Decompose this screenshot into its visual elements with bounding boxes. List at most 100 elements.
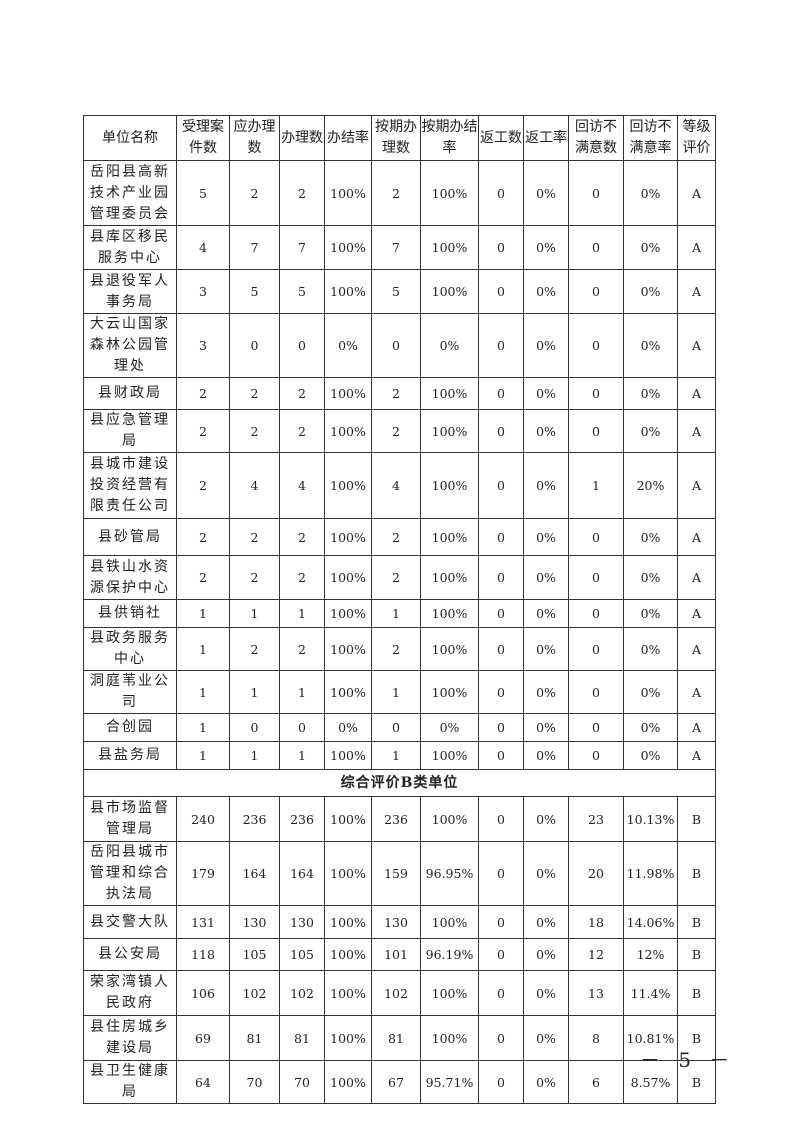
data-cell: 7	[279, 225, 325, 270]
table-row: 县盐务局 1 1 1 100% 1 100% 0 0% 0 0% A	[83, 741, 716, 770]
data-cell: 0%	[523, 1060, 569, 1104]
data-cell: 100%	[324, 841, 372, 906]
column-header: 按期办理数	[371, 115, 421, 161]
data-cell: 100%	[324, 160, 372, 226]
data-cell: 0	[478, 452, 524, 519]
data-cell: 81	[371, 1015, 421, 1061]
data-cell: 0%	[623, 160, 678, 226]
data-cell: 12%	[623, 938, 678, 971]
data-cell: 0	[478, 713, 524, 742]
table-row: 县交警大队 131 130 130 100% 130 100% 0 0% 18 14.06% B	[83, 905, 716, 939]
data-cell: 81	[229, 1015, 280, 1061]
data-cell: 0%	[623, 269, 678, 314]
data-cell: 102	[279, 970, 325, 1016]
data-cell: 18	[568, 905, 624, 939]
data-cell: 0	[478, 1060, 524, 1104]
table-row: 合创园 1 0 0 0% 0 0% 0 0% 0 0% A	[83, 713, 716, 742]
data-cell: 4	[279, 452, 325, 519]
data-cell: 0%	[623, 741, 678, 770]
data-cell: B	[677, 1015, 716, 1061]
unit-name-cell: 岳阳县城市管理和综合执法局	[83, 841, 177, 906]
data-cell: 106	[176, 970, 230, 1016]
data-cell: 0%	[623, 599, 678, 628]
data-cell: 2	[371, 377, 421, 410]
column-header: 办理数	[279, 115, 325, 161]
data-cell: 100%	[420, 670, 479, 714]
data-cell: 100%	[420, 741, 479, 770]
data-cell: A	[677, 555, 716, 600]
data-cell: 0	[229, 313, 280, 378]
data-cell: 20%	[623, 452, 678, 519]
data-cell: 100%	[420, 599, 479, 628]
data-cell: 0	[568, 599, 624, 628]
data-cell: 5	[371, 269, 421, 314]
data-cell: 2	[176, 452, 230, 519]
unit-name-cell: 县库区移民服务中心	[83, 225, 177, 270]
data-cell: 100%	[324, 452, 372, 519]
unit-name-cell: 县住房城乡建设局	[83, 1015, 177, 1061]
data-cell: 118	[176, 938, 230, 971]
data-cell: 2	[229, 627, 280, 671]
data-cell: 131	[176, 905, 230, 939]
table-row: 岳阳县城市管理和综合执法局 179 164 164 100% 159 96.95% 0 0% 20…	[83, 841, 716, 906]
data-cell: 100%	[324, 905, 372, 939]
data-cell: 4	[176, 225, 230, 270]
data-cell: 14.06%	[623, 905, 678, 939]
table-row: 县库区移民服务中心 4 7 7 100% 7 100% 0 0% 0 0% A	[83, 225, 716, 270]
data-cell: 100%	[420, 627, 479, 671]
table-row: 县财政局 2 2 2 100% 2 100% 0 0% 0 0% A	[83, 377, 716, 410]
data-cell: 1	[279, 599, 325, 628]
data-cell: 0%	[523, 627, 569, 671]
data-cell: 1	[568, 452, 624, 519]
data-cell: 10.13%	[623, 796, 678, 842]
data-cell: 0%	[523, 741, 569, 770]
data-cell: 67	[371, 1060, 421, 1104]
data-cell: 0	[229, 713, 280, 742]
data-cell: 164	[229, 841, 280, 906]
data-cell: 102	[229, 970, 280, 1016]
data-cell: 0	[568, 670, 624, 714]
data-cell: 0%	[623, 518, 678, 556]
table-row: 县公安局 118 105 105 100% 101 96.19% 0 0% 12 12% B	[83, 938, 716, 971]
unit-name-cell: 县铁山水资源保护中心	[83, 555, 177, 600]
data-cell: 236	[279, 796, 325, 842]
data-cell: 0	[568, 377, 624, 410]
data-cell: A	[677, 225, 716, 270]
data-cell: A	[677, 741, 716, 770]
data-cell: 0	[568, 518, 624, 556]
data-cell: A	[677, 518, 716, 556]
data-cell: 1	[229, 741, 280, 770]
data-cell: 100%	[420, 409, 479, 453]
data-cell: B	[677, 796, 716, 842]
data-cell: 6	[568, 1060, 624, 1104]
data-cell: 0%	[523, 313, 569, 378]
data-cell: 81	[279, 1015, 325, 1061]
data-cell: 100%	[420, 796, 479, 842]
data-cell: 3	[176, 269, 230, 314]
data-cell: 2	[279, 555, 325, 600]
data-cell: 5	[176, 160, 230, 226]
table-row: 岳阳县高新技术产业园管理委员会 5 2 2 100% 2 100% 0 0% 0 0% A	[83, 160, 716, 226]
data-cell: B	[677, 841, 716, 906]
data-cell: 0%	[623, 670, 678, 714]
data-cell: 0	[478, 1015, 524, 1061]
unit-name-cell: 荣家湾镇人民政府	[83, 970, 177, 1016]
data-cell: 7	[371, 225, 421, 270]
data-cell: 100%	[420, 269, 479, 314]
data-cell: A	[677, 599, 716, 628]
data-cell: 1	[176, 713, 230, 742]
data-cell: A	[677, 452, 716, 519]
table-row: 县应急管理局 2 2 2 100% 2 100% 0 0% 0 0% A	[83, 409, 716, 453]
unit-name-cell: 县退役军人事务局	[83, 269, 177, 314]
data-cell: A	[677, 713, 716, 742]
table-row: 县政务服务中心 1 2 2 100% 2 100% 0 0% 0 0% A	[83, 627, 716, 671]
unit-name-cell: 县公安局	[83, 938, 177, 971]
data-cell: 1	[371, 741, 421, 770]
data-cell: 13	[568, 970, 624, 1016]
data-cell: 100%	[420, 970, 479, 1016]
data-cell: 240	[176, 796, 230, 842]
table-row: 县住房城乡建设局 69 81 81 100% 81 100% 0 0% 8 10.81% B	[83, 1015, 716, 1061]
data-cell: 102	[371, 970, 421, 1016]
data-cell: 100%	[324, 627, 372, 671]
data-cell: 11.4%	[623, 970, 678, 1016]
